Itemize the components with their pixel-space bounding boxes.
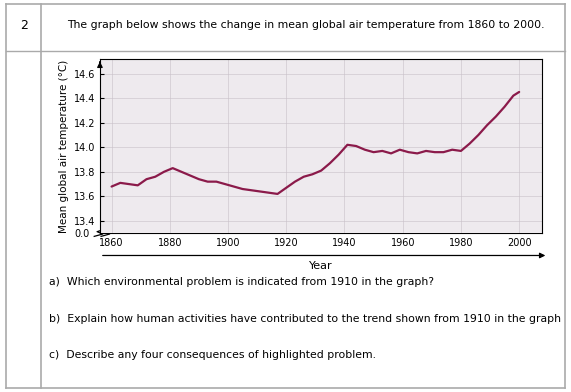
Text: c)  Describe any four consequences of highlighted problem.: c) Describe any four consequences of hig… [49,350,376,360]
Y-axis label: Mean global air temperature (°C): Mean global air temperature (°C) [59,60,70,232]
Text: Year: Year [309,261,333,271]
Text: The graph below shows the change in mean global air temperature from 1860 to 200: The graph below shows the change in mean… [67,20,544,31]
Text: 0.0: 0.0 [74,229,90,239]
Text: 2: 2 [20,19,28,32]
Text: a)  Which environmental problem is indicated from 1910 in the graph?: a) Which environmental problem is indica… [49,277,433,287]
Text: b)  Explain how human activities have contributed to the trend shown from 1910 i: b) Explain how human activities have con… [49,314,561,325]
